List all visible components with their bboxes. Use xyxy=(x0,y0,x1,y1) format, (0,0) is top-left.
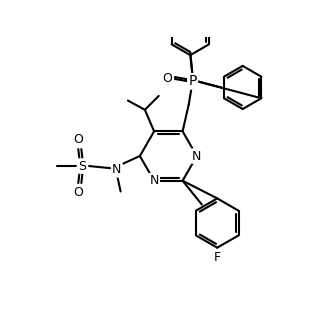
Text: N: N xyxy=(150,174,159,187)
Text: O: O xyxy=(73,133,83,146)
Text: N: N xyxy=(112,163,121,176)
Text: O: O xyxy=(73,186,83,199)
Text: O: O xyxy=(162,72,172,85)
Text: N: N xyxy=(192,149,202,163)
Text: S: S xyxy=(78,159,86,173)
Text: F: F xyxy=(214,251,221,264)
Text: P: P xyxy=(188,74,197,88)
